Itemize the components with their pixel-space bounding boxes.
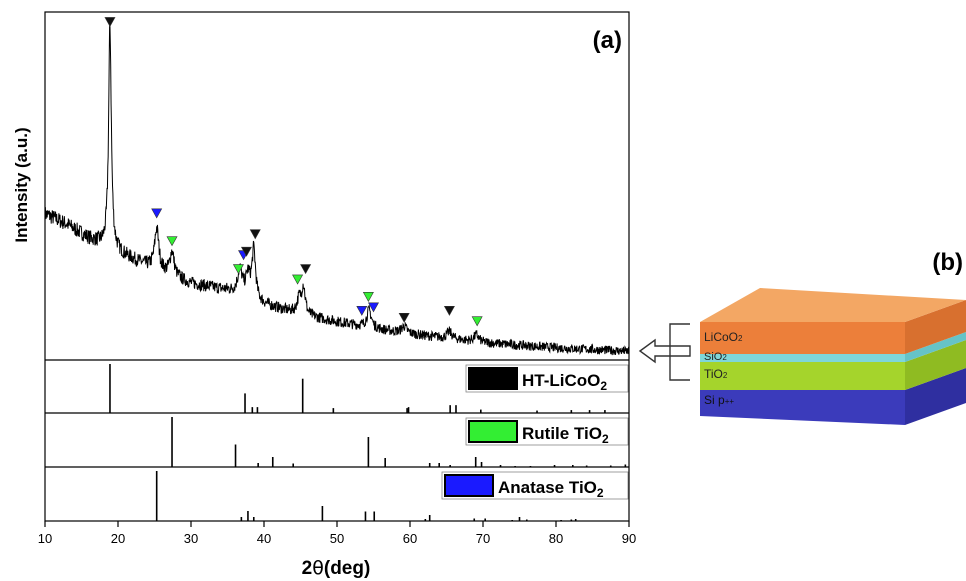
reference-legend: Anatase TiO2 [441,471,629,500]
peak-marker-icon [367,302,380,313]
y-axis-label: Intensity (a.u.) [12,127,31,242]
si-layer-side-right [905,368,966,425]
peak-marker-icon [151,208,163,219]
x-tick-label: 50 [330,531,344,546]
si-layer-side [700,390,905,425]
link-arrow-icon [638,338,691,364]
panel-b-label: (b) [932,249,963,276]
legend-label: Rutile TiO2 [522,424,609,446]
layer-label-sio2: SiO2 [704,351,727,363]
x-tick-label: 60 [403,531,417,546]
legend-label-sub: 2 [600,379,607,393]
legend-label: HT-LiCoO2 [522,371,607,393]
layer-label-licoo2: LiCoO2 [704,330,743,344]
x-tick-label: 20 [111,531,125,546]
panel-b-device-stack: (b) LiCoO2 SiO2 TiO2 Si p++ [638,249,966,425]
legend-label: Anatase TiO2 [498,478,604,500]
peak-marker-icon [104,17,116,28]
legend-label-sub: 2 [602,432,609,446]
bracket-icon [669,323,690,381]
peak-marker-icon [166,236,178,247]
plot-frames [44,11,630,522]
x-axis-label-theta: θ [312,557,324,579]
x-tick-label: 10 [38,531,52,546]
x-axis-label: 2θ(deg) [302,557,371,579]
peak-marker-icon [300,264,312,275]
x-tick-label: 30 [184,531,198,546]
legend-label-sub: 2 [597,486,604,500]
legend-swatch [444,474,494,497]
x-axis-label-unit: (deg) [324,558,370,579]
x-axis-label-main: 2 [302,558,313,579]
licoo2-layer-front [700,322,905,354]
peak-marker-icon [471,316,483,327]
licoo2-layer-top [700,288,966,322]
tio2-layer-right [905,340,966,390]
legend-label-name: Rutile TiO [522,424,602,443]
panel-a-label: (a) [593,27,622,54]
peak-marker-icon [232,264,244,275]
peak-marker-icon [292,274,304,285]
legend-label-name: Anatase TiO [498,478,597,497]
peak-marker-icon [398,312,410,323]
peak-marker-icon [240,246,252,257]
layer-label-tio2: TiO2 [704,367,728,381]
sio2-layer-front [700,354,905,362]
peak-marker-icon [362,292,374,302]
layer-stack: LiCoO2 SiO2 TiO2 Si p++ [700,288,966,425]
legend-swatch [468,420,518,443]
peak-marker-icon [443,305,455,316]
legend-label-name: HT-LiCoO [522,371,600,390]
xrd-pattern-area [44,17,630,356]
sio2-layer-right [905,332,966,362]
x-tick-label: 70 [476,531,490,546]
layer-label-si: Si p++ [704,393,734,407]
x-tick-label: 80 [549,531,563,546]
licoo2-layer-right [905,300,966,354]
x-axis: 10 20 30 40 50 60 70 80 90 [38,521,636,546]
xrd-pattern-line [44,24,630,356]
legend-swatch [468,367,518,390]
x-tick-label: 40 [257,531,271,546]
reference-legend: HT-LiCoO2 [465,364,629,393]
peak-marker-icon [249,229,261,240]
reference-legend: Rutile TiO2 [465,417,629,446]
x-tick-label: 90 [622,531,636,546]
tio2-layer-front [700,362,905,390]
peak-marker-icon [356,305,368,316]
